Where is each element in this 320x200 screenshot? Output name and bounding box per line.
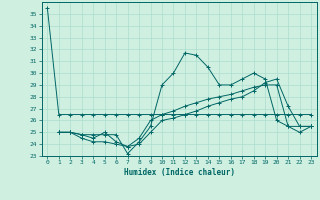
X-axis label: Humidex (Indice chaleur): Humidex (Indice chaleur) bbox=[124, 168, 235, 177]
